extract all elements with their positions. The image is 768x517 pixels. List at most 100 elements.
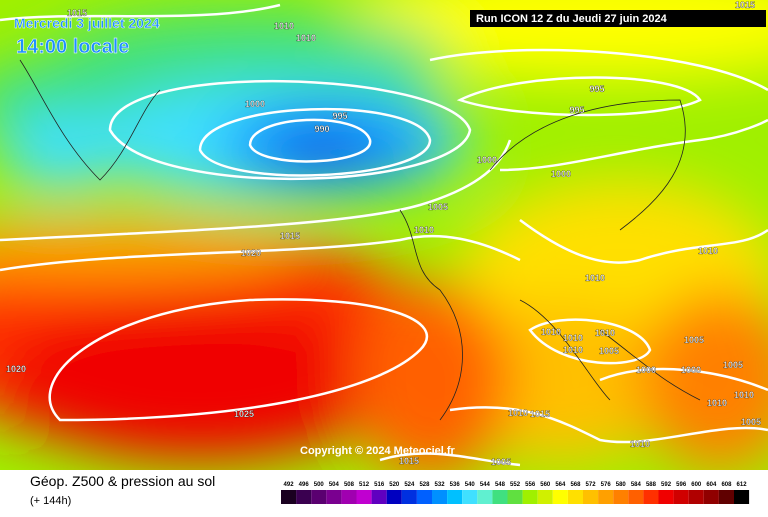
colorbar-label: 584 [631, 482, 642, 488]
isobar-label: 1010 [414, 225, 434, 235]
isobar-label: 1010 [274, 21, 294, 31]
isobar-label: 1005 [741, 417, 761, 427]
colorbar-swatch [567, 490, 583, 504]
isobar-label: 1010 [541, 327, 561, 337]
colorbar-label: 608 [721, 482, 732, 488]
colorbar-label: 512 [359, 482, 370, 488]
run-box [470, 10, 766, 27]
isobar-label: 1005 [599, 346, 619, 356]
isobar-label: 1010 [585, 273, 605, 283]
coastlines [19, 59, 701, 421]
colorbar-label: 536 [450, 482, 461, 488]
isobar-label: 1010 [296, 33, 316, 43]
colorbar-swatch [492, 490, 508, 504]
colorbar-label: 588 [646, 482, 657, 488]
colorbar-label: 592 [661, 482, 672, 488]
isobar-label: 1000 [681, 365, 701, 375]
isobar-label: 1020 [241, 248, 261, 258]
colorbar-swatch [326, 490, 342, 504]
colorbar-swatch [371, 490, 387, 504]
footer-subtitle: (+ 144h) [30, 495, 71, 507]
colorbar-label: 508 [344, 482, 355, 488]
colorbar-swatch [537, 490, 553, 504]
colorbar-swatch [643, 490, 659, 504]
colorbar-swatch [507, 490, 523, 504]
colorbar-swatch [432, 490, 448, 504]
colorbar-label: 600 [691, 482, 702, 488]
colorbar-label: 544 [480, 482, 491, 488]
colorbar-swatch [401, 490, 417, 504]
colorbar-swatch [734, 490, 750, 504]
isobar-label: 1015 [399, 456, 419, 466]
colorbar-label: 560 [540, 482, 551, 488]
isobar-label: 1020 [6, 364, 26, 374]
footer-title: Géop. Z500 & pression au sol [30, 473, 215, 489]
isobar-label: 1015 [280, 231, 300, 241]
forecast-date: Mercredi 3 juillet 2024 [14, 15, 160, 31]
colorbar-label: 604 [706, 482, 717, 488]
colorbar-swatch [386, 490, 402, 504]
isobar-label: 1000 [477, 155, 497, 165]
colorbar-label: 500 [314, 482, 325, 488]
colorbar-label: 496 [299, 482, 310, 488]
colorbar-swatch [416, 490, 432, 504]
colorbar-label: 580 [616, 482, 627, 488]
colorbar-swatch [552, 490, 568, 504]
isobar-label: 1015 [67, 8, 87, 18]
colorbar-label: 568 [570, 482, 581, 488]
colorbar-label: 532 [435, 482, 446, 488]
isobar-label: 995 [569, 105, 584, 115]
colorbar-swatch [673, 490, 689, 504]
isobars [0, 3, 768, 467]
colorbar-label: 528 [419, 482, 430, 488]
forecast-time: 14:00 locale [16, 36, 129, 58]
isobar-label: 1000 [636, 365, 656, 375]
colorbar-label: 596 [676, 482, 687, 488]
colorbar-label: 540 [465, 482, 476, 488]
colorbar-label: 504 [329, 482, 340, 488]
isobar-label: 1010 [595, 328, 615, 338]
isobar-label: 995 [589, 84, 604, 94]
colorbar-swatch [703, 490, 719, 504]
colorbar-swatch [341, 490, 357, 504]
colorbar-label: 548 [495, 482, 506, 488]
isobar-label: 1000 [551, 169, 571, 179]
isobar-label: 1025 [234, 409, 254, 419]
colorbar-label: 612 [737, 482, 748, 488]
colorbar-swatch [688, 490, 704, 504]
colorbar-label: 564 [555, 482, 566, 488]
colorbar-label: 524 [404, 482, 415, 488]
colorbar-swatch [296, 490, 312, 504]
colorbar-swatch [462, 490, 478, 504]
colorbar-label: 572 [586, 482, 597, 488]
colorbar-swatch [311, 490, 327, 504]
isobar-label: 1005 [428, 202, 448, 212]
colorbar-label: 492 [284, 482, 295, 488]
colorbar-label: 552 [510, 482, 521, 488]
copyright: Copyright © 2024 Meteociel.fr [300, 445, 456, 457]
colorbar-label: 520 [389, 482, 400, 488]
colorbar-swatch [281, 490, 297, 504]
colorbar-swatch [718, 490, 734, 504]
run-info: Run ICON 12 Z du Jeudi 27 juin 2024 [476, 13, 668, 25]
colorbar-label: 576 [601, 482, 612, 488]
isobar-label: 1010 [707, 398, 727, 408]
isobar-label: 1010 [508, 408, 528, 418]
colorbar-swatch [658, 490, 674, 504]
isobar-label: 1010 [734, 390, 754, 400]
isobar-label: 1005 [684, 335, 704, 345]
colorbar-swatch [522, 490, 538, 504]
colorbar-label: 556 [525, 482, 536, 488]
isobar-label: 1015 [530, 409, 550, 419]
isobar-label: 1000 [245, 99, 265, 109]
colorbar-label: 516 [374, 482, 385, 488]
isobar-label: 1015 [735, 0, 755, 10]
colorbar-swatch [447, 490, 463, 504]
isobar-label: 1010 [563, 345, 583, 355]
isobar-label: 1010 [698, 246, 718, 256]
isobar-label: 1010 [630, 439, 650, 449]
isobar-label: 1010 [563, 333, 583, 343]
field [0, 0, 768, 470]
isobar-label: 1005 [491, 457, 511, 467]
